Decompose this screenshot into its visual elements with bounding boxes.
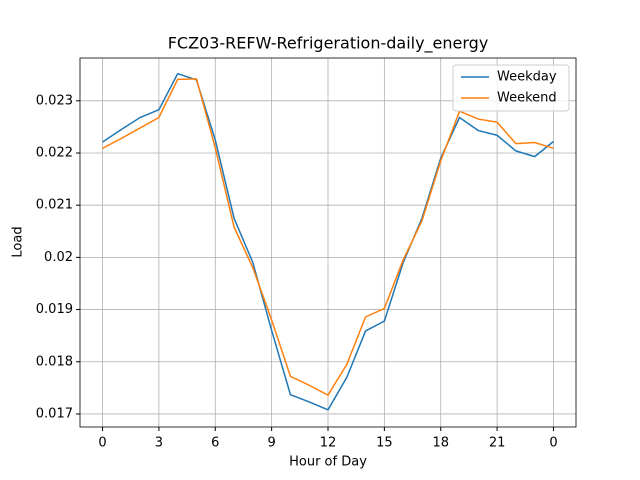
x-tick-label: 6: [211, 436, 219, 451]
x-tick-label: 9: [267, 436, 275, 451]
y-tick-label: 0.018: [36, 354, 73, 369]
y-tick-label: 0.022: [36, 145, 73, 160]
line-series: [102, 78, 554, 397]
line-series: [102, 72, 554, 411]
plot-frame: [79, 57, 577, 428]
x-tick-label: 0: [549, 436, 557, 451]
x-tick-label: 3: [155, 436, 163, 451]
y-tick-label: 0.021: [36, 198, 73, 213]
y-axis-label: Load: [11, 226, 26, 257]
x-axis-label: Hour of Day: [289, 455, 367, 470]
y-tick-label: 0.02: [44, 250, 73, 265]
x-tick-label: 0: [98, 436, 106, 451]
y-tick-label: 0.023: [36, 93, 73, 108]
chart-title: FCZ03-REFW-Refrigeration-daily_energy: [168, 34, 489, 54]
y-tick-label: 0.019: [36, 302, 73, 317]
x-tick-label: 15: [376, 436, 393, 451]
legend-label: Weekday: [497, 70, 557, 85]
x-tick-label: 12: [320, 436, 337, 451]
x-tick-label: 21: [489, 436, 506, 451]
x-tick-label: 18: [432, 436, 449, 451]
y-tick-label: 0.017: [36, 406, 73, 421]
legend-label: Weekend: [497, 91, 557, 106]
legend: Weekday Weekend: [452, 64, 570, 112]
